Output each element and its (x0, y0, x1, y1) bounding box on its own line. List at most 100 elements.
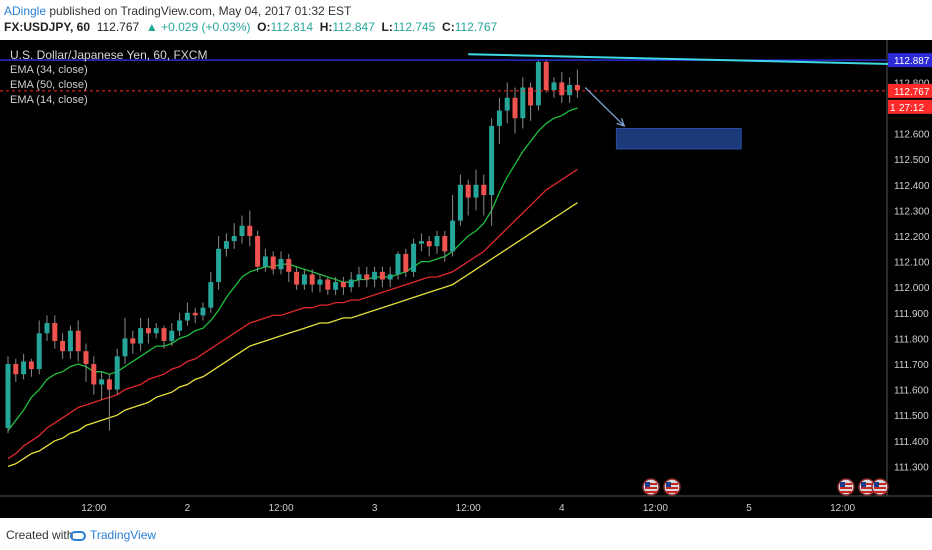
us-flag-icon (663, 478, 681, 496)
low-value: 112.745 (392, 20, 436, 34)
candle-body (395, 253, 401, 275)
candle-body (309, 274, 315, 285)
candle-body (192, 312, 198, 316)
price-chart[interactable]: 112.800112.600112.500112.400112.300112.2… (0, 40, 932, 518)
candle-body (262, 256, 268, 267)
candle-body (317, 279, 323, 285)
y-tick-label: 112.600 (894, 130, 930, 141)
us-flag-icon (837, 478, 855, 496)
candle-body (496, 110, 502, 126)
flag-stripe (861, 483, 873, 485)
candle-body (387, 274, 393, 280)
candle-body (169, 330, 175, 341)
candle-body (442, 236, 448, 252)
candle-body (481, 184, 487, 196)
x-tick-label: 2 (185, 503, 191, 514)
high-label: H: (319, 20, 333, 34)
flag-stripe (840, 491, 852, 493)
y-tick-label: 111.900 (894, 309, 929, 320)
close-value: 112.767 (454, 20, 498, 34)
flag-canton (645, 482, 650, 487)
last-price: 112.767 (96, 20, 140, 34)
x-tick-label: 12:00 (456, 503, 481, 514)
y-tick-label: 112.300 (894, 206, 930, 217)
quote-line: FX:USDJPY, 60 112.767 ▲ +0.029 (+0.03%) … (4, 20, 497, 34)
candle-body (5, 364, 11, 428)
candle-body (301, 274, 307, 285)
candle-body (91, 364, 97, 385)
candle-body (403, 253, 409, 272)
y-tick-label: 111.300 (894, 462, 929, 473)
legend-ema14[interactable]: EMA (14, close) (10, 94, 88, 106)
tradingview-logo[interactable]: TradingView (70, 528, 156, 542)
candle-body (231, 236, 237, 242)
candle-body (28, 361, 34, 370)
candle-body (457, 184, 463, 221)
publish-line: ADingle published on TradingView.com, Ma… (4, 4, 351, 18)
chart-pane[interactable]: 112.800112.600112.500112.400112.300112.2… (0, 40, 932, 518)
candle-body (145, 328, 151, 334)
author-link[interactable]: ADingle (4, 4, 47, 18)
candle-body (247, 225, 253, 236)
candle-body (426, 241, 432, 247)
x-tick-label: 5 (746, 503, 752, 514)
last-price-box (888, 83, 932, 98)
arrow-line (584, 87, 625, 127)
cloud-icon (70, 531, 86, 541)
candle-body (543, 61, 549, 91)
change-value: ▲ +0.029 (+0.03%) (145, 20, 251, 34)
ema14-line (7, 107, 578, 431)
candle-body (450, 220, 456, 252)
candle-body (528, 87, 534, 106)
candle-body (36, 333, 42, 370)
candle-body (200, 307, 206, 316)
candle-body (153, 328, 159, 334)
candle-body (465, 184, 471, 198)
candle-body (99, 379, 105, 385)
legend-ema34[interactable]: EMA (34, close) (10, 64, 88, 76)
flag-stripe (666, 491, 678, 493)
y-tick-label: 112.000 (894, 283, 930, 294)
chart-legend: U.S. Dollar/Japanese Yen, 60, FXCM EMA (… (10, 48, 207, 108)
flag-stripe (874, 487, 886, 489)
instrument-title: U.S. Dollar/Japanese Yen, 60, FXCM (10, 48, 208, 62)
flag-stripe (874, 491, 886, 493)
candle-body (177, 320, 183, 331)
y-tick-label: 111.600 (894, 386, 929, 397)
x-tick-label: 4 (559, 503, 565, 514)
symbol-label: FX:USDJPY, 60 (4, 20, 91, 34)
us-flag-icon (642, 478, 660, 496)
y-tick-label: 111.400 (894, 437, 929, 448)
candle-body (278, 259, 284, 270)
candle-body (473, 184, 479, 198)
countdown-box (888, 99, 932, 114)
candle-body (348, 279, 354, 288)
candle-body (504, 97, 510, 111)
flag-stripe (666, 487, 678, 489)
candle-body (161, 328, 167, 341)
candle-body (286, 259, 292, 272)
candle-body (372, 271, 378, 280)
candle-body (239, 225, 245, 236)
candle-body (138, 328, 144, 344)
arrow-head (616, 118, 626, 127)
x-tick-label: 12:00 (830, 503, 855, 514)
candle-body (21, 361, 27, 375)
open-value: 112.814 (270, 20, 314, 34)
candle-body (340, 282, 346, 288)
candle-body (551, 82, 557, 91)
candle-body (184, 312, 190, 321)
y-tick-label: 111.800 (894, 334, 929, 345)
open-label: O: (257, 20, 271, 34)
flag-canton (666, 482, 671, 487)
target-zone-box (615, 127, 742, 150)
candle-body (270, 256, 276, 270)
legend-ema50[interactable]: EMA (50, close) (10, 79, 88, 91)
candle-body (364, 274, 370, 280)
candle-body (13, 364, 19, 375)
candle-body (418, 241, 424, 244)
candle-body (559, 82, 565, 96)
candle-body (208, 282, 214, 308)
publish-info: published on TradingView.com, May 04, 20… (46, 4, 352, 18)
y-tick-label: 112.500 (894, 155, 930, 166)
